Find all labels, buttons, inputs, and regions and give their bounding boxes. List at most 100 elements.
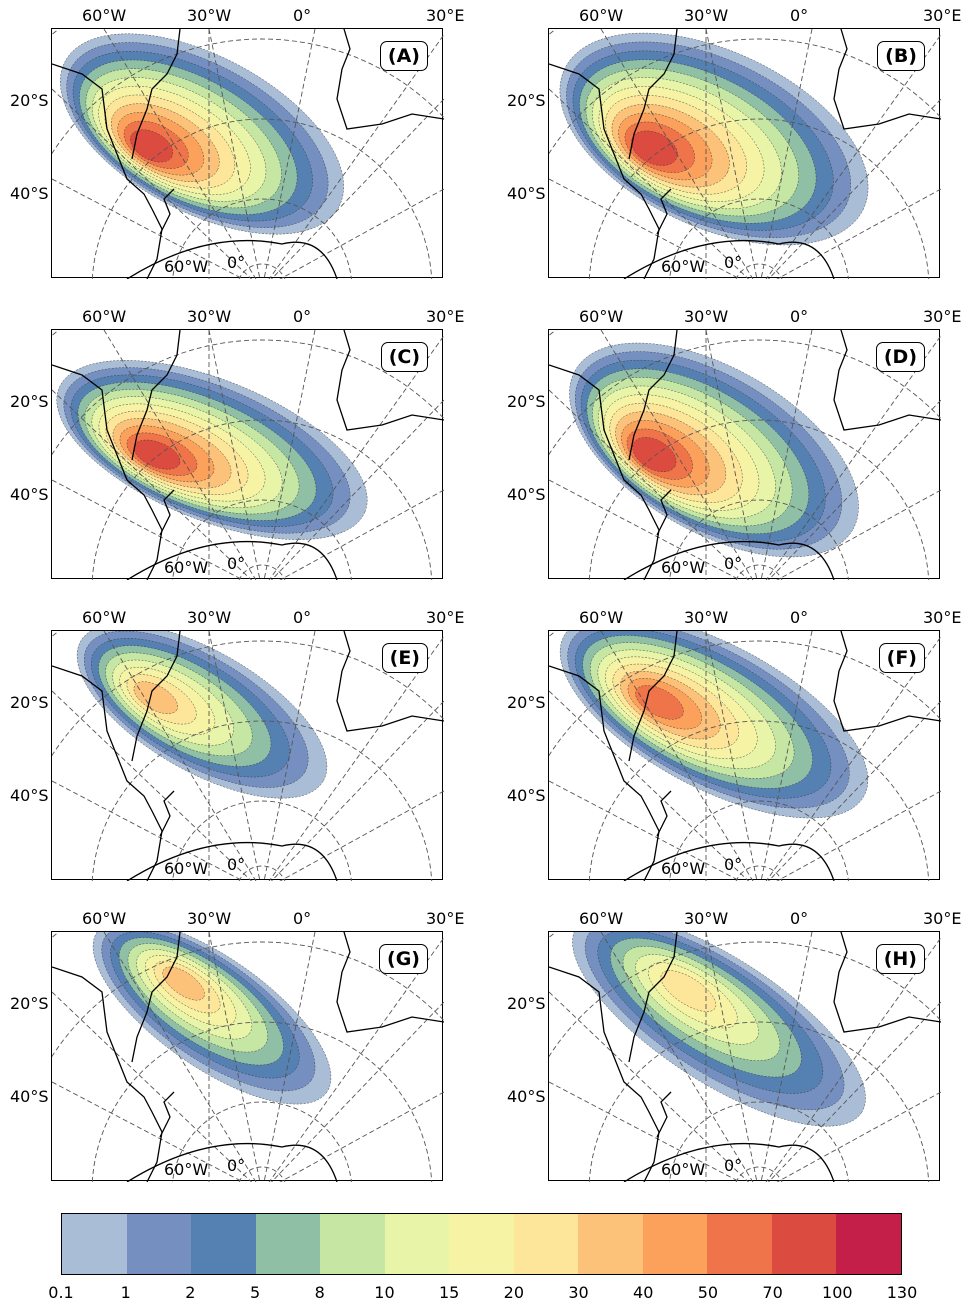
coastlines [52,29,444,279]
inner-lon-label: 0° [724,253,743,272]
map-canvas [52,932,444,1182]
density-contours [76,631,328,799]
colorbar-segment [771,1214,837,1274]
contour-level [660,970,717,1012]
graticule [52,29,444,279]
lon-tick-label: 30°W [187,307,232,326]
colorbar-tick-label: 30 [568,1283,589,1302]
lat-tick-label: 20°S [10,693,49,712]
map-panel-e: 60°W 30°W 0° 30°E 20°S 40°S 60°W 0° (E) [10,610,464,881]
map-canvas [549,29,941,279]
colorbar-tick-label: 1 [120,1283,131,1302]
map-panel-a: 60°W 30°W 0° 30°E 20°S 40°S 60°W 0° (A) [10,8,464,279]
density-contours [559,631,869,819]
map-panel-h: 60°W 30°W 0° 30°E 20°S 40°S 60°W 0° (H) [507,911,961,1182]
inner-lon-label: 0° [724,554,743,573]
lon-tick-label: 60°W [579,909,624,928]
lat-tick-label: 20°S [507,994,546,1013]
inner-lon-label: 60°W [661,257,706,276]
inner-lon-label: 60°W [661,1160,706,1179]
density-contours [60,33,344,235]
inner-lon-label: 0° [227,1156,246,1175]
panel-label: (C) [380,342,428,372]
map-canvas [52,29,444,279]
density-contours [56,360,368,540]
coastlines [549,631,941,881]
colorbar-tick-label: 0.1 [48,1283,74,1302]
lon-tick-label: 0° [790,307,809,326]
contour-level [631,130,678,166]
map-panel-f: 60°W 30°W 0° 30°E 20°S 40°S 60°W 0° (F) [507,610,961,881]
graticule [549,932,941,1182]
lat-tick-label: 40°S [507,485,546,504]
lon-tick-label: 60°W [579,307,624,326]
graticule [52,631,444,881]
panel-label: (H) [875,944,925,974]
lon-tick-label: 30°E [923,6,962,25]
graticule [52,330,444,580]
colorbar-tick-label: 100 [822,1283,853,1302]
colorbar [61,1213,902,1275]
panel-label: (A) [379,41,428,71]
lon-tick-label: 60°W [579,6,624,25]
inner-lon-label: 60°W [661,859,706,878]
lon-tick-label: 0° [790,608,809,627]
contour-level [635,685,684,720]
density-contours [559,32,869,246]
coastlines [549,330,941,580]
density-contours [572,932,866,1127]
lat-tick-label: 20°S [10,91,49,110]
lon-tick-label: 60°W [82,608,127,627]
graticule [549,29,941,279]
map-canvas [52,631,444,881]
colorbar-segment [384,1214,450,1274]
inner-lon-label: 60°W [164,558,209,577]
lon-tick-label: 60°W [82,909,127,928]
panel-label: (G) [379,944,428,974]
lon-tick-label: 30°E [923,307,962,326]
colorbar-segment [320,1214,385,1274]
colorbar-tick-label: 70 [762,1283,783,1302]
lat-tick-label: 40°S [507,1087,546,1106]
lat-tick-label: 40°S [10,1087,49,1106]
graticule [549,631,941,881]
map-panel-d: 60°W 30°W 0° 30°E 20°S 40°S 60°W 0° (D) [507,309,961,580]
inner-lon-label: 0° [227,253,246,272]
contour-level [133,439,181,470]
lon-tick-label: 30°W [684,6,729,25]
colorbar-tick-label: 130 [886,1283,918,1302]
colorbar-segment [191,1214,256,1274]
lat-tick-label: 40°S [10,485,49,504]
inner-lon-label: 0° [724,1156,743,1175]
colorbar-tick-label: 20 [503,1283,525,1302]
map-panel-b: 60°W 30°W 0° 30°E 20°S 40°S 60°W 0° (B) [507,8,961,279]
colorbar-segment [513,1214,579,1274]
lon-tick-label: 30°E [426,307,465,326]
coastlines [52,932,444,1182]
colorbar-tick-label: 40 [633,1283,654,1302]
inner-lon-label: 60°W [164,1160,209,1179]
lat-tick-label: 20°S [10,994,49,1013]
lon-tick-label: 0° [293,608,312,627]
lon-tick-label: 0° [293,6,312,25]
inner-lon-label: 0° [227,554,246,573]
lon-tick-label: 0° [790,909,809,928]
colorbar-tick-label: 2 [185,1283,196,1302]
contour-level [632,437,677,472]
graticule [549,330,941,580]
lon-tick-label: 30°W [684,608,729,627]
panel-label: (D) [875,342,925,372]
inner-lon-label: 60°W [164,859,209,878]
lon-tick-label: 30°W [187,909,232,928]
panel-label: (E) [381,643,428,673]
lat-tick-label: 20°S [507,392,546,411]
lon-tick-label: 30°W [684,909,729,928]
lat-tick-label: 20°S [10,392,49,411]
graticule [52,932,444,1182]
colorbar-segment [642,1214,708,1274]
coastlines [52,330,444,580]
contour-level [130,129,174,163]
lon-tick-label: 30°W [187,6,232,25]
map-panel-c: 60°W 30°W 0° 30°E 20°S 40°S 60°W 0° (C) [10,309,464,580]
colorbar-segment [62,1214,127,1274]
